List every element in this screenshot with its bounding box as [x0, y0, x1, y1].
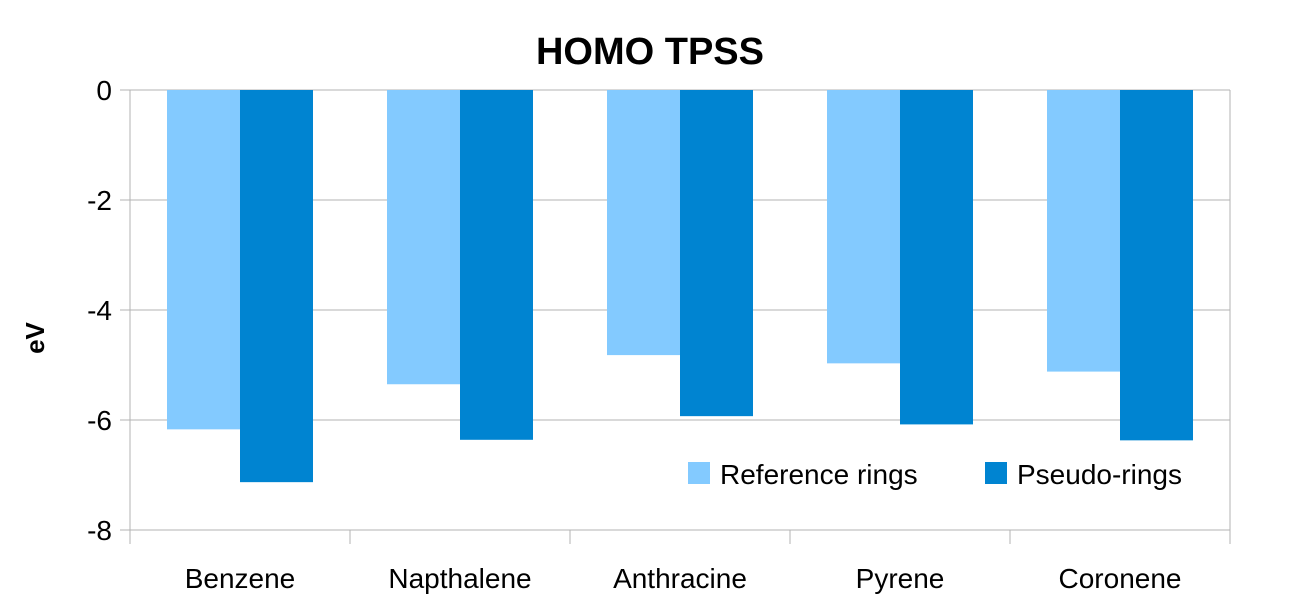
bar-reference-rings-coronene	[1047, 90, 1120, 372]
x-tick-label: Pyrene	[856, 563, 945, 594]
bar-pseudo-rings-coronene	[1120, 90, 1193, 441]
x-tick-label: Napthalene	[388, 563, 531, 594]
bar-pseudo-rings-benzene	[240, 90, 313, 483]
legend-label: Reference rings	[720, 459, 918, 490]
x-tick-label: Coronene	[1059, 563, 1182, 594]
y-tick-labels: 0 -2 -4 -6 -8	[87, 75, 112, 546]
bar-pseudo-rings-pyrene	[900, 90, 973, 425]
legend: Reference rings Pseudo-rings	[688, 459, 1182, 490]
bar-pseudo-rings-napthalene	[460, 90, 533, 440]
y-axis-label: eV	[20, 321, 50, 353]
y-tick-label: -2	[87, 185, 112, 216]
axes	[129, 90, 1231, 544]
bar-reference-rings-anthracine	[607, 90, 680, 356]
y-tick-label: -8	[87, 515, 112, 546]
legend-label: Pseudo-rings	[1017, 459, 1182, 490]
bars	[167, 90, 1193, 483]
x-tick-label: Benzene	[185, 563, 296, 594]
x-tick-label: Anthracine	[613, 563, 747, 594]
bar-pseudo-rings-anthracine	[680, 90, 753, 417]
bar-reference-rings-pyrene	[827, 90, 900, 364]
chart-title: HOMO TPSS	[536, 31, 764, 73]
y-tick-label: -4	[87, 295, 112, 326]
legend-swatch	[688, 462, 710, 484]
bar-reference-rings-benzene	[167, 90, 240, 430]
legend-swatch	[985, 462, 1007, 484]
x-tick-labels: Benzene Napthalene Anthracine Pyrene Coronen…	[185, 563, 1182, 594]
bar-reference-rings-napthalene	[387, 90, 460, 385]
y-tick-label: -6	[87, 405, 112, 436]
y-tick-label: 0	[96, 75, 112, 106]
